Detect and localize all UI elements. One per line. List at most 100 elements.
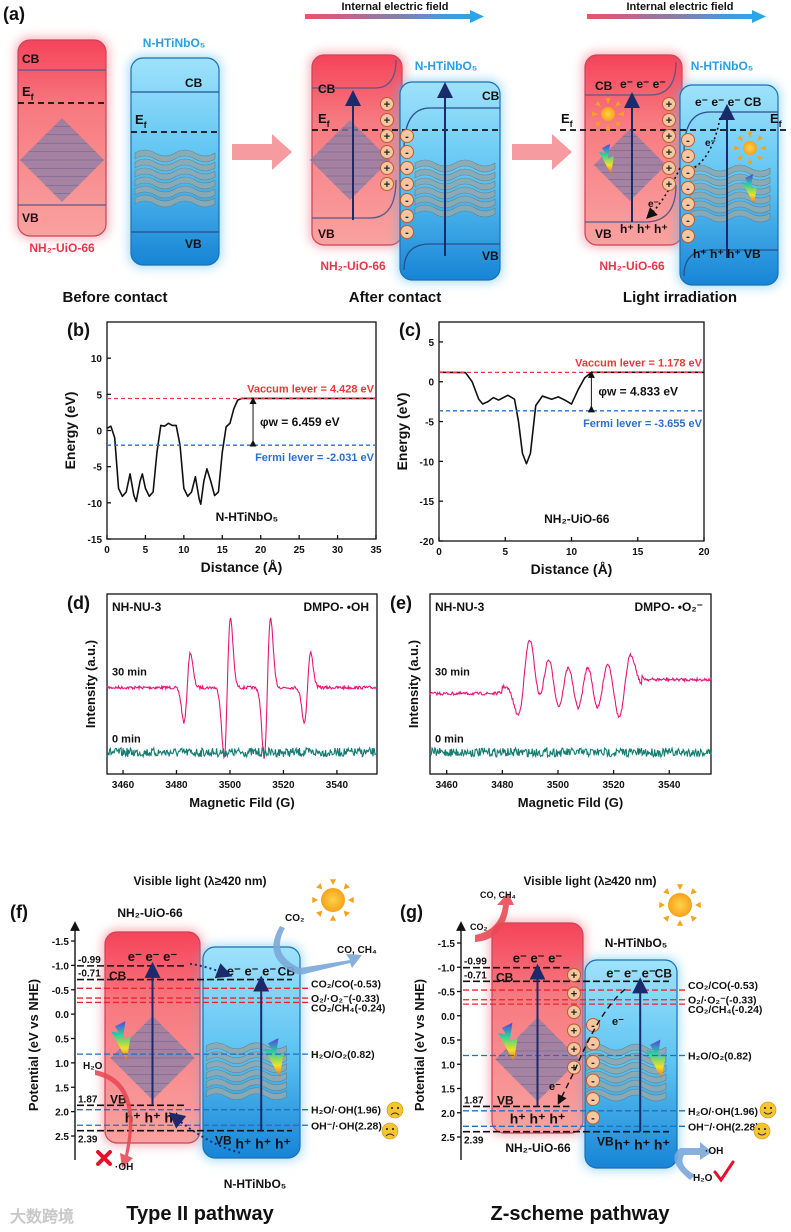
semi-cb-value: -0.71 — [78, 969, 101, 980]
negative-charge-circle — [400, 193, 414, 207]
positive-charge-circle — [567, 1005, 581, 1019]
field-arrowhead-light — [752, 10, 766, 23]
mof-holes-light: h⁺ h⁺ h⁺ — [620, 222, 668, 236]
x-axis-label-e: Magnetic Fild (G) — [518, 795, 623, 810]
figure-content: (a) CB Ef VB CB Ef VB N-HTiNbO₅ NH₂-UiO-66 Before… — [3, 1, 790, 1226]
face — [753, 1122, 771, 1140]
nanosheet-layer — [134, 158, 216, 172]
material-label-b: N-HTiNbO₅ — [216, 510, 279, 524]
x-tick-label: 3480 — [165, 780, 188, 791]
positive-charge: + — [384, 99, 390, 111]
nanosheet-layer — [414, 195, 496, 209]
mof-vb-bent-light — [585, 184, 677, 223]
electron-label-g-1: e⁻ — [612, 1016, 624, 1028]
sample-label-e: NH-NU-3 — [435, 600, 485, 614]
eye — [763, 1127, 767, 1131]
series-label-d-1: 0 min — [112, 733, 141, 745]
negative-charge-circle — [586, 1110, 600, 1125]
potential-curve-b — [106, 397, 376, 506]
x-tick-label: 10 — [566, 547, 578, 558]
field-label-after: Internal electric field — [342, 1, 449, 13]
y-tick-label: 2.5 — [441, 1133, 455, 1144]
nanosheet-layer — [585, 1061, 667, 1075]
negative-charge: - — [405, 211, 409, 223]
sun-ray — [343, 910, 350, 917]
y-tick-label: 1.0 — [55, 1059, 69, 1070]
x-axis-label-d: Magnetic Fild (G) — [189, 795, 294, 810]
sun-ray — [734, 145, 740, 151]
positive-charge: + — [571, 1063, 577, 1075]
semi-electrons-light: e⁻ e⁻ e⁻ CB — [695, 95, 762, 109]
panel-label-panel_g: (g) — [400, 902, 423, 922]
eye — [396, 1106, 400, 1110]
nanosheet-layer — [585, 1088, 667, 1102]
x-tick-label: 15 — [632, 547, 644, 558]
positive-charge-circle — [662, 97, 676, 111]
mof-cb-bent — [312, 59, 397, 89]
positive-charge-circle — [380, 129, 394, 143]
y-tick-label: 5 — [428, 338, 434, 349]
positive-charge: + — [571, 1044, 577, 1056]
nanosheet-layer — [689, 200, 771, 214]
eye — [769, 1106, 773, 1110]
negative-charge: - — [591, 1076, 595, 1088]
negative-charge: - — [591, 1039, 595, 1051]
mof-vb-value: 1.87 — [464, 1095, 484, 1106]
fermi-label-c: Fermi lever = -3.655 eV — [583, 418, 703, 430]
co2-label-f: CO₂ — [285, 913, 304, 924]
mouth — [390, 1112, 400, 1116]
negative-charge-circle — [400, 161, 414, 175]
happy-face-icon-2 — [753, 1122, 771, 1140]
epr-spectrum-e-0 — [429, 639, 712, 719]
nanosheet-layer — [206, 1069, 287, 1083]
sun-ray — [329, 879, 337, 885]
plot-frame-b — [106, 321, 377, 540]
ef-sub: f — [31, 92, 35, 102]
sun-ray — [659, 901, 665, 909]
sun-disc — [321, 888, 345, 912]
probe-label-d: DMPO- •OH — [303, 600, 369, 614]
positive-charge: + — [666, 131, 672, 143]
y-tick-label: -1.5 — [438, 939, 456, 950]
positive-charge-circle — [380, 97, 394, 111]
positive-charge: + — [571, 970, 577, 982]
mof-crystal-icon-after — [310, 120, 390, 200]
y-tick-label: -1.5 — [52, 937, 70, 948]
mof-vb-label-light: VB — [595, 227, 612, 241]
eye — [391, 1127, 395, 1131]
negative-charge: - — [591, 1020, 595, 1032]
semi-vb-bent — [403, 243, 500, 271]
mof-electrons-panel_f: e⁻ e⁻ e⁻ — [128, 949, 178, 964]
negative-charge: - — [686, 199, 690, 211]
mof-cb-label-panel_g: CB — [496, 971, 514, 985]
negative-charge: - — [405, 131, 409, 143]
nanosheet-layer — [414, 168, 496, 182]
nanosheet-layer — [414, 204, 496, 218]
sun-ray — [676, 920, 684, 926]
electron-label-1: e⁻ — [705, 138, 716, 149]
panel-label-c: (c) — [399, 320, 421, 340]
mof-crystal-icon — [20, 118, 104, 202]
x-axis-label-c: Distance (Å) — [531, 561, 613, 577]
y-tick-label: 1.5 — [55, 1083, 69, 1094]
caption-panel_g: Z-scheme pathway — [491, 1203, 671, 1225]
x-tick-label: 25 — [294, 545, 306, 556]
x-tick-label: 5 — [143, 545, 149, 556]
ef-sub: f — [570, 119, 574, 129]
sun-ray — [663, 888, 670, 895]
positive-charge-circle — [380, 145, 394, 159]
panel-label-e: (e) — [390, 593, 412, 613]
mof-holes-panel_f: h⁺ h⁺ h⁺ — [125, 1109, 181, 1125]
sun-ray — [618, 111, 624, 117]
sun-disc — [743, 141, 757, 155]
positive-charge: + — [571, 989, 577, 1001]
light-bolt-icon-mof-panel_g — [498, 1022, 518, 1062]
negative-charge-circle — [681, 197, 695, 211]
y-axis-label-b: Energy (eV) — [62, 392, 78, 470]
mof-name-panel_g: NH₂-UiO-66 — [505, 1141, 571, 1155]
negative-charge-circle — [586, 1036, 600, 1051]
happy-face-icon-1 — [759, 1101, 777, 1119]
semi-name-panel_f: N-HTiNbO₅ — [224, 1177, 287, 1191]
negative-charge-circle — [400, 209, 414, 223]
